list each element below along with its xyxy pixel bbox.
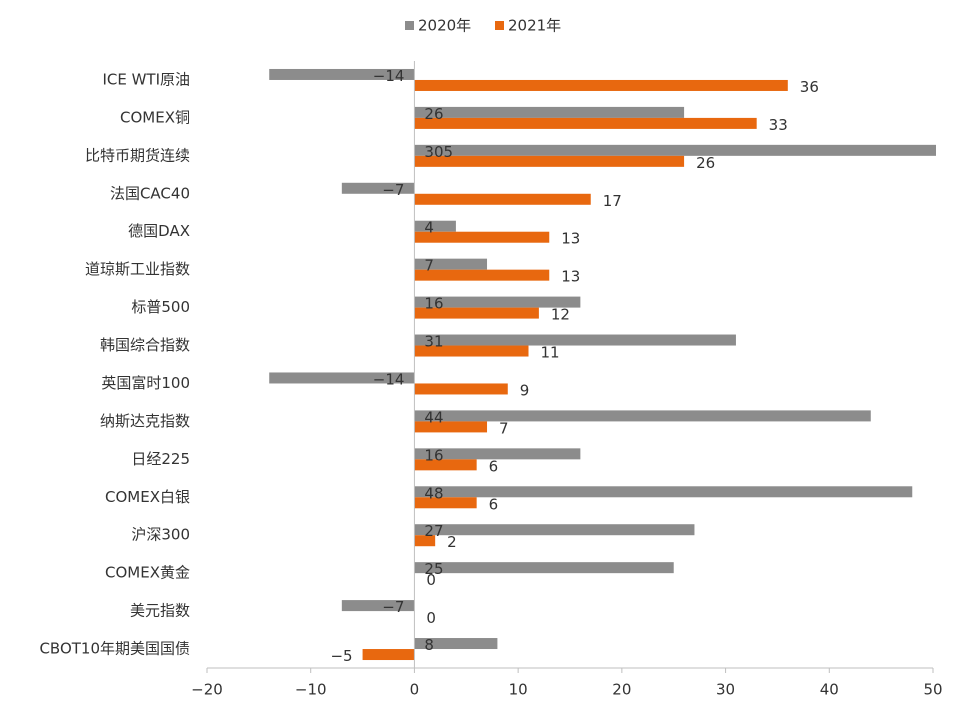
bar xyxy=(414,307,539,319)
bar xyxy=(414,269,550,281)
bar xyxy=(414,638,498,650)
data-label: 9 xyxy=(520,381,530,399)
y-tick-label: 沪深300 xyxy=(131,526,190,544)
data-label: −14 xyxy=(373,370,405,388)
data-label: 17 xyxy=(603,192,622,210)
bar xyxy=(414,220,456,232)
data-label: 27 xyxy=(424,522,443,540)
data-label: 6 xyxy=(489,495,499,513)
bar xyxy=(341,182,415,194)
bar xyxy=(414,345,529,357)
legend-swatch xyxy=(405,21,414,30)
x-tick-label: −20 xyxy=(191,681,223,699)
data-label: 44 xyxy=(424,408,443,426)
bar xyxy=(414,79,788,91)
data-label: 305 xyxy=(424,143,453,161)
bar xyxy=(414,258,488,270)
bar xyxy=(414,535,436,547)
bar xyxy=(414,497,477,509)
y-tick-label: 德国DAX xyxy=(128,222,190,240)
y-tick-label: ICE WTI原油 xyxy=(102,70,190,88)
bar xyxy=(414,155,685,167)
y-tick-label: 纳斯达克指数 xyxy=(100,412,190,430)
y-tick-label: 美元指数 xyxy=(130,602,190,620)
bar xyxy=(414,421,488,433)
x-tick-label: −10 xyxy=(295,681,327,699)
x-tick-label: 30 xyxy=(716,681,735,699)
data-label: −7 xyxy=(382,598,404,616)
legend-label: 2020年 xyxy=(418,17,471,35)
data-label: 7 xyxy=(424,257,434,275)
x-tick-label: 0 xyxy=(410,681,420,699)
bar xyxy=(414,106,685,118)
plot xyxy=(269,68,936,661)
bar xyxy=(414,524,695,536)
data-label: 8 xyxy=(424,636,434,654)
bar xyxy=(362,649,415,661)
x-tick-label: 10 xyxy=(509,681,528,699)
data-label: 0 xyxy=(426,571,436,589)
bar xyxy=(414,117,757,129)
y-tick-label: COMEX白银 xyxy=(105,488,190,506)
data-label: 13 xyxy=(561,268,580,286)
data-label: 12 xyxy=(551,306,570,324)
bar xyxy=(414,410,871,422)
bar xyxy=(269,372,415,384)
data-label: 0 xyxy=(426,609,436,627)
x-tick-label: 50 xyxy=(923,681,942,699)
y-tick-label: 日经225 xyxy=(131,450,190,468)
bar xyxy=(414,459,477,471)
legend-swatch xyxy=(495,21,504,30)
data-label: 13 xyxy=(561,230,580,248)
data-label: 16 xyxy=(424,295,443,313)
x-tick-label: 20 xyxy=(612,681,631,699)
x-tick-label: 40 xyxy=(820,681,839,699)
data-label: −7 xyxy=(382,181,404,199)
data-label: 36 xyxy=(800,78,819,96)
bar xyxy=(414,193,591,205)
bar xyxy=(414,296,581,308)
y-tick-label: 标普500 xyxy=(131,298,190,316)
data-label: 26 xyxy=(424,105,443,123)
legend-label: 2021年 xyxy=(508,17,561,35)
bar xyxy=(414,448,581,460)
data-label: 7 xyxy=(499,419,509,437)
data-label: 6 xyxy=(489,457,499,475)
y-tick-label: COMEX铜 xyxy=(120,108,190,126)
data-label: 11 xyxy=(541,344,560,362)
data-label: 33 xyxy=(769,116,788,134)
bar xyxy=(414,144,936,156)
y-tick-label: 韩国综合指数 xyxy=(100,336,190,354)
y-tick-label: 比特币期货连续 xyxy=(85,146,190,164)
y-tick-label: CBOT10年期美国国债 xyxy=(39,640,190,658)
bar xyxy=(414,486,913,498)
data-label: 48 xyxy=(424,484,443,502)
bar xyxy=(414,334,736,346)
data-label: 26 xyxy=(696,154,715,172)
bar xyxy=(414,562,674,574)
y-tick-label: COMEX黄金 xyxy=(105,564,190,582)
bar xyxy=(414,231,550,243)
data-label: 31 xyxy=(424,333,443,351)
bar xyxy=(341,600,415,612)
data-label: 25 xyxy=(424,560,443,578)
data-label: −5 xyxy=(330,647,352,665)
y-tick-label: 法国CAC40 xyxy=(110,184,190,202)
bar xyxy=(269,68,415,80)
data-label: 2 xyxy=(447,533,457,551)
y-tick-label: 道琼斯工业指数 xyxy=(85,260,190,278)
y-tick-label: 英国富时100 xyxy=(101,374,190,392)
data-label: −14 xyxy=(373,67,405,85)
data-label: 16 xyxy=(424,446,443,464)
bar xyxy=(414,383,508,395)
data-label: 4 xyxy=(424,219,434,237)
